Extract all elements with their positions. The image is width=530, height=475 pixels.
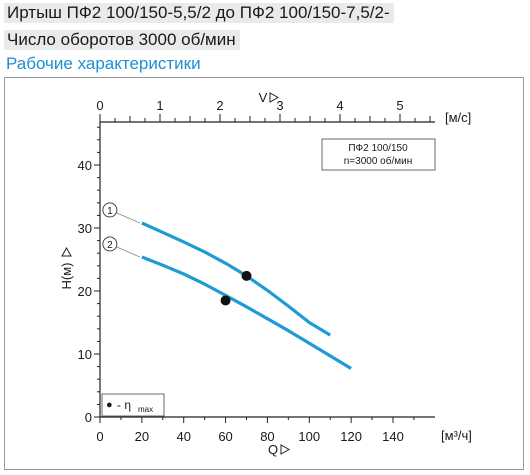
- y-tick-label: 0: [85, 410, 92, 425]
- y-tick-label: 40: [78, 158, 92, 173]
- top-tick-label: 2: [216, 98, 223, 113]
- subtitle: Рабочие характеристики: [6, 54, 201, 73]
- top-axis-arrow-icon: [269, 92, 280, 103]
- legend-text: - η: [117, 398, 131, 412]
- x-tick-label: 100: [298, 429, 320, 444]
- series-layer: 12: [102, 202, 352, 370]
- y-axis-ticks: 0 10 20 30 40: [78, 126, 100, 425]
- y-axis-arrow-icon: [61, 246, 72, 257]
- curve-2: [141, 255, 352, 370]
- y-tick-label: 10: [78, 347, 92, 362]
- x-tick-label: 140: [382, 429, 404, 444]
- top-axis-label: V: [259, 90, 268, 105]
- bep-layer: [220, 270, 252, 306]
- x-tick-label: 40: [176, 429, 190, 444]
- top-tick-label: 3: [276, 98, 283, 113]
- curve-label-leader: [116, 212, 141, 224]
- top-tick-label: 5: [396, 98, 403, 113]
- x-tick-label: 60: [218, 429, 232, 444]
- legend-sub: max: [138, 405, 153, 414]
- info-box-line2: n=3000 об/мин: [344, 155, 412, 167]
- x-tick-label: 80: [260, 429, 274, 444]
- top-tick-label: 0: [96, 98, 103, 113]
- top-axis-ticks: 0 1 2 3 4 5: [96, 98, 431, 122]
- curve-label-circle: [102, 202, 118, 218]
- y-axis-label: H(м): [59, 263, 74, 290]
- y-tick-label: 20: [78, 284, 92, 299]
- curve-label-leader: [116, 246, 141, 258]
- x-axis-unit: [м³/ч]: [441, 428, 472, 443]
- info-box-line1: ПФ2 100/150: [348, 143, 408, 154]
- x-axis-label: Q: [268, 442, 278, 457]
- x-tick-label: 20: [135, 429, 149, 444]
- x-axis-ticks: 0 20 40 60 80 100 120 140: [96, 417, 415, 444]
- x-tick-label: 0: [96, 429, 103, 444]
- title-line-2: Число оборотов 3000 об/мин: [4, 30, 240, 50]
- x-axis-arrow-icon: [280, 444, 291, 455]
- curve-label-1: 1: [107, 206, 113, 217]
- title-line-1: Иртыш ПФ2 100/150-5,5/2 до ПФ2 100/150-7…: [4, 3, 394, 23]
- legend-marker: ●: [106, 399, 113, 411]
- top-tick-label: 4: [336, 98, 343, 113]
- curve-label-2: 2: [107, 240, 113, 251]
- bep-point-1: [241, 270, 252, 281]
- curve-1: [141, 221, 332, 337]
- top-tick-label: 1: [156, 98, 163, 113]
- info-box: [321, 138, 436, 171]
- y-tick-label: 30: [78, 221, 92, 236]
- x-tick-label: 120: [340, 429, 362, 444]
- top-axis-unit: [м/с]: [445, 110, 471, 125]
- legend-box: [101, 393, 165, 417]
- curve-label-circle: [102, 236, 118, 252]
- bep-point-2: [220, 295, 231, 306]
